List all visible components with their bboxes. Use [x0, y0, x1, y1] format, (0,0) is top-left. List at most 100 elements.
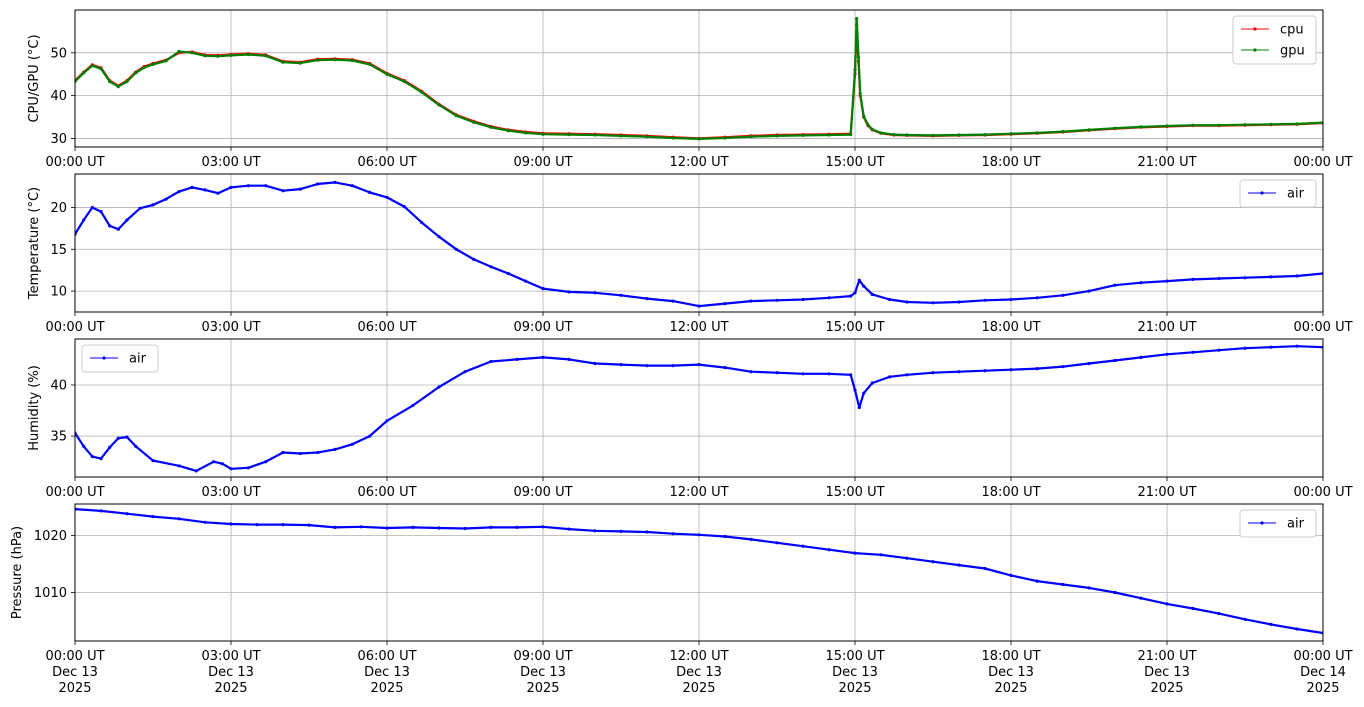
- air-data-point: [862, 391, 866, 395]
- y-axis-label: Humidity (%): [27, 365, 42, 451]
- gpu-data-point: [1191, 123, 1195, 127]
- air-data-point: [385, 195, 389, 199]
- legend-label: air: [129, 352, 147, 367]
- air-data-point: [1165, 279, 1169, 283]
- legend-label: gpu: [1280, 44, 1305, 59]
- air-data-point: [151, 203, 155, 207]
- y-tick-label: 40: [50, 89, 67, 104]
- legend-marker: [1260, 191, 1264, 195]
- gpu-data-point: [164, 59, 168, 63]
- air-data-point: [1139, 596, 1143, 600]
- gpu-data-point: [489, 125, 493, 129]
- air-data-point: [1113, 590, 1117, 595]
- air-data-point: [619, 293, 623, 297]
- x-tick-label: 2025: [214, 681, 247, 696]
- air-data-point: [1243, 346, 1247, 350]
- air-data-point: [671, 532, 675, 536]
- x-tick-label: 2025: [58, 681, 91, 696]
- air-data-point: [90, 205, 94, 210]
- air-data-point: [90, 455, 94, 459]
- air-data-point: [1191, 350, 1195, 354]
- x-tick-label: 12:00 UT: [669, 320, 728, 335]
- air-data-point: [99, 210, 103, 214]
- gpu-data-point: [1243, 123, 1247, 127]
- gpu-data-point: [177, 49, 181, 54]
- gpu-data-point: [385, 72, 389, 76]
- x-tick-label: 03:00 UT: [201, 320, 260, 335]
- air-data-point: [931, 371, 935, 375]
- legend-box: [81, 344, 159, 373]
- air-data-point: [1269, 622, 1273, 627]
- air-data-point: [1217, 612, 1221, 616]
- air-data-point: [151, 459, 155, 463]
- gpu-data-point: [368, 62, 372, 66]
- gpu-data-point: [151, 62, 155, 66]
- air-data-point: [1269, 275, 1273, 279]
- x-tick-label: 06:00 UT: [357, 155, 416, 170]
- air-data-point: [194, 469, 198, 473]
- air-data-point: [541, 525, 545, 529]
- x-tick-label: Dec 13: [832, 665, 878, 680]
- gpu-data-point: [1113, 126, 1117, 130]
- gpu-data-point: [853, 68, 857, 72]
- air-data-point: [1269, 345, 1273, 349]
- y-tick-label: 30: [50, 132, 67, 147]
- gpu-data-point: [870, 127, 874, 131]
- air-data-point: [125, 512, 129, 516]
- air-data-point: [246, 184, 250, 188]
- y-axis-label: CPU/GPU (°C): [27, 34, 42, 122]
- x-tick-label: 09:00 UT: [513, 485, 572, 500]
- air-data-point: [333, 180, 337, 184]
- x-tick-label: 2025: [370, 681, 403, 696]
- gpu-series-line: [75, 17, 1323, 140]
- air-data-point: [220, 462, 224, 466]
- air-data-point: [515, 525, 519, 530]
- air-data-point: [905, 556, 909, 560]
- air-data-point: [463, 526, 467, 531]
- air-data-point: [1061, 365, 1065, 369]
- gpu-data-point: [905, 133, 909, 137]
- x-tick-label: 2025: [526, 681, 559, 696]
- x-tick-label: 00:00 UT: [45, 485, 104, 500]
- gpu-data-point: [856, 55, 861, 59]
- air-data-point: [229, 522, 233, 526]
- air-data-point: [359, 525, 363, 529]
- legend-marker: [1253, 48, 1257, 52]
- gpu-data-point: [99, 67, 103, 71]
- air-data-point: [489, 265, 493, 269]
- air-data-point: [125, 435, 129, 439]
- gpu-data-point: [1035, 131, 1039, 135]
- air-data-point: [229, 467, 233, 471]
- air-data-point: [368, 434, 372, 438]
- gpu-data-point: [190, 51, 194, 55]
- legend-label: cpu: [1280, 23, 1304, 38]
- legend-label: air: [1287, 517, 1305, 532]
- gpu-data-point: [1139, 125, 1143, 129]
- x-tick-label: 2025: [1150, 681, 1183, 696]
- x-tick-label: 09:00 UT: [513, 649, 572, 664]
- air-data-point: [775, 298, 779, 302]
- air-data-point: [99, 457, 103, 461]
- air-data-point: [116, 227, 120, 231]
- air-data-point: [853, 291, 857, 295]
- legend-marker: [102, 356, 106, 360]
- air-data-point: [593, 291, 597, 295]
- legend-box: [1232, 15, 1317, 65]
- air-data-point: [931, 301, 935, 305]
- gpu-data-point: [957, 133, 961, 137]
- y-tick-label: 40: [50, 379, 67, 394]
- air-data-point: [212, 460, 216, 464]
- gpu-data-point: [472, 120, 476, 124]
- gpu-data-point: [866, 123, 870, 127]
- gpu-data-point: [229, 53, 233, 58]
- air-data-point: [350, 184, 354, 188]
- humidity-panel: 35 40 00:00 UT 03:00 UT 06:00 UT 09:00 UT 12:0…: [27, 338, 1353, 500]
- air-data-point: [723, 534, 727, 539]
- x-tick-label: 06:00 UT: [357, 649, 416, 664]
- legend-box: [1239, 509, 1317, 538]
- air-data-point: [368, 190, 372, 194]
- air-data-point: [1087, 586, 1091, 590]
- x-tick-label: 00:00 UT: [45, 649, 104, 664]
- x-tick-label: 15:00 UT: [825, 320, 884, 335]
- legend: air: [1239, 179, 1317, 208]
